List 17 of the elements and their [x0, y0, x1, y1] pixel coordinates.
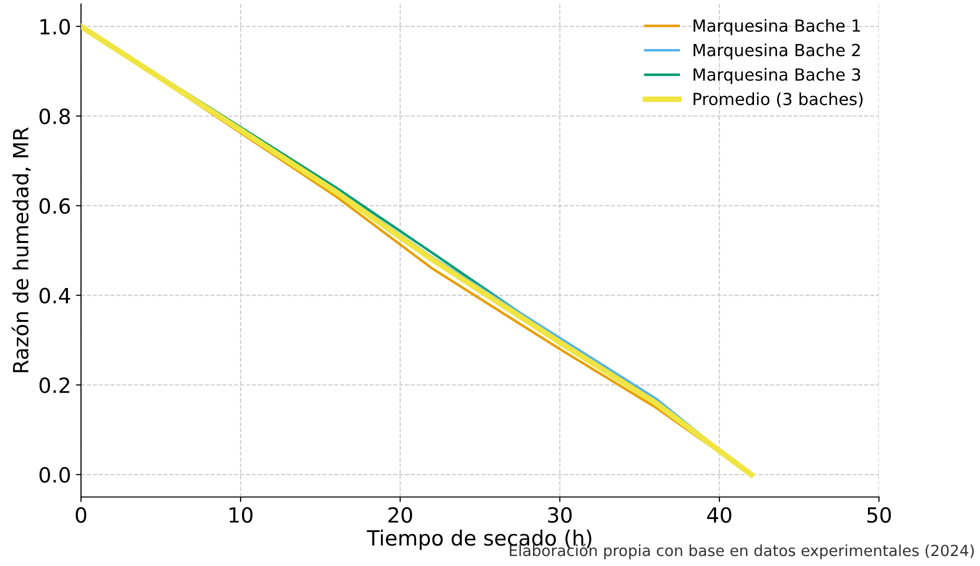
y-tick-label: 0.2 — [40, 377, 70, 394]
y-tick-label: 0.8 — [40, 108, 70, 124]
y-tick-label: 1.0 — [40, 18, 70, 35]
x-tick-label: 10 — [230, 507, 252, 523]
x-tick-label: 40 — [707, 507, 732, 523]
x-tick-label: 30 — [548, 507, 572, 523]
y-axis-title: Razón de humedad, MR — [12, 127, 31, 372]
y-tick-label: 0.6 — [40, 198, 70, 214]
y-tick-label: 0.0 — [40, 467, 70, 483]
legend-label: Marquesina Bache 1 — [694, 19, 860, 36]
x-tick-label: 0 — [76, 507, 86, 523]
x-tick-label: 20 — [388, 507, 412, 523]
y-tick-label: 0.4 — [40, 288, 70, 304]
legend-label: Promedio (3 baches) — [694, 92, 863, 108]
x-tick-label: 50 — [867, 507, 891, 523]
legend-label: Marquesina Bache 2 — [694, 43, 860, 60]
legend-label: Marquesina Bache 3 — [694, 68, 860, 84]
